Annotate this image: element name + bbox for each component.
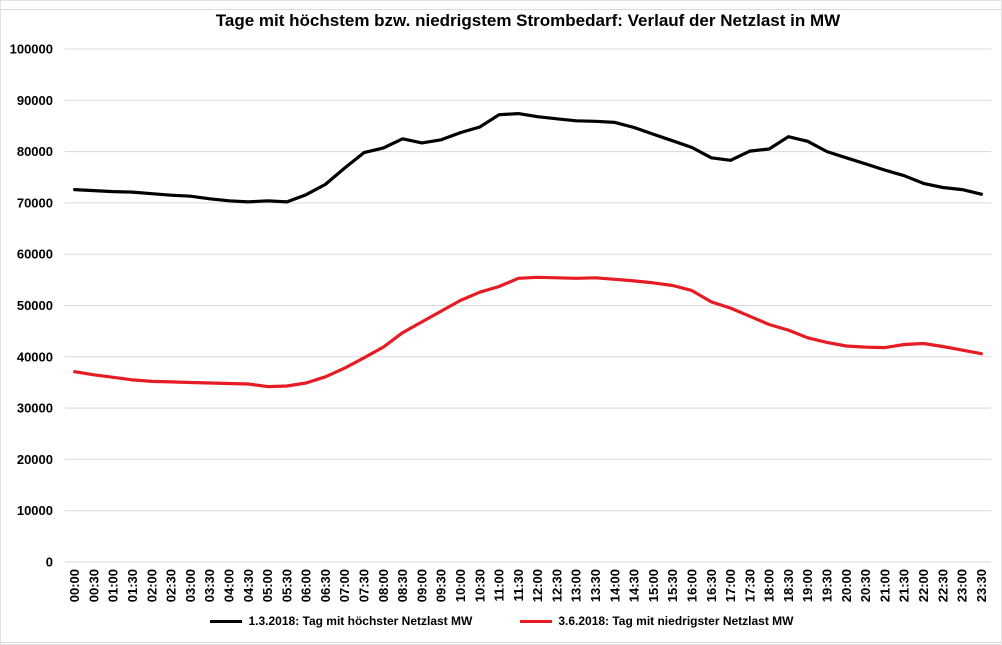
x-axis-tick-label: 12:30 bbox=[549, 569, 564, 602]
x-axis-tick-label: 05:30 bbox=[279, 569, 294, 602]
x-axis-tick-label: 14:00 bbox=[607, 569, 622, 602]
x-axis-tick-label: 07:30 bbox=[357, 569, 372, 602]
y-axis-tick-label: 100000 bbox=[10, 42, 53, 57]
x-axis-tick-label: 16:30 bbox=[704, 569, 719, 602]
x-axis-tick-label: 13:00 bbox=[569, 569, 584, 602]
x-axis-tick-label: 07:00 bbox=[337, 569, 352, 602]
legend-label-max-day: 1.3.2018: Tag mit höchster Netzlast MW bbox=[248, 614, 473, 628]
x-axis-tick-label: 16:00 bbox=[684, 569, 699, 602]
x-axis-tick-label: 03:30 bbox=[202, 569, 217, 602]
x-axis-tick-label: 22:30 bbox=[935, 569, 950, 602]
x-axis-tick-label: 10:30 bbox=[472, 569, 487, 602]
x-axis-tick-label: 06:00 bbox=[299, 569, 314, 602]
x-axis-tick-label: 19:00 bbox=[800, 569, 815, 602]
x-axis-tick-label: 01:30 bbox=[125, 569, 140, 602]
legend-line-black bbox=[210, 619, 243, 623]
x-axis-tick-label: 17:00 bbox=[723, 569, 738, 602]
x-axis-tick-label: 20:30 bbox=[858, 569, 873, 602]
x-axis-tick-label: 08:00 bbox=[376, 569, 391, 602]
chart-title: Tage mit höchstem bzw. niedrigstem Strom… bbox=[215, 11, 841, 30]
x-axis-tick-label: 11:00 bbox=[492, 569, 507, 602]
y-axis-tick-label: 80000 bbox=[17, 144, 53, 159]
x-axis-tick-label: 00:30 bbox=[86, 569, 101, 602]
x-axis-tick-label: 23:00 bbox=[955, 569, 970, 602]
x-axis-tick-label: 11:30 bbox=[511, 569, 526, 602]
x-axis-tick-label: 01:00 bbox=[106, 569, 121, 602]
legend-item-max-day: 1.3.2018: Tag mit höchster Netzlast MW bbox=[210, 614, 472, 628]
x-axis-tick-label: 19:30 bbox=[820, 569, 835, 602]
x-axis-tick-label: 06:30 bbox=[318, 569, 333, 602]
x-axis-tick-label: 22:00 bbox=[916, 569, 931, 602]
x-axis-tick-label: 17:30 bbox=[742, 569, 757, 602]
series-line-max-day bbox=[72, 111, 984, 204]
x-axis-tick-label: 02:30 bbox=[164, 569, 179, 602]
x-axis-tick-label: 10:00 bbox=[453, 569, 468, 602]
x-axis-tick-label: 21:00 bbox=[877, 569, 892, 602]
x-axis-tick-label: 23:30 bbox=[974, 569, 989, 602]
y-axis-tick-label: 60000 bbox=[17, 247, 53, 262]
legend: 1.3.2018: Tag mit höchster Netzlast MW 3… bbox=[1, 614, 1001, 628]
x-axis-tick-label: 18:00 bbox=[762, 569, 777, 602]
x-axis-tick-label: 00:00 bbox=[67, 569, 82, 602]
y-axis-tick-label: 0 bbox=[46, 555, 53, 570]
x-axis-tick-label: 14:30 bbox=[627, 569, 642, 602]
x-axis-tick-label: 20:00 bbox=[839, 569, 854, 602]
y-axis-tick-label: 90000 bbox=[17, 93, 53, 108]
x-axis-tick-label: 15:30 bbox=[665, 569, 680, 602]
y-axis-tick-label: 10000 bbox=[17, 503, 53, 518]
y-axis-tick-label: 30000 bbox=[17, 401, 53, 416]
x-axis-tick-label: 03:00 bbox=[183, 569, 198, 602]
x-axis-tick-label: 09:30 bbox=[434, 569, 449, 602]
chart-bottom-border bbox=[1, 642, 1001, 643]
x-axis-tick-label: 04:00 bbox=[221, 569, 236, 602]
x-axis-tick-label: 02:00 bbox=[144, 569, 159, 602]
y-axis-tick-label: 50000 bbox=[17, 298, 53, 313]
legend-line-red bbox=[520, 619, 553, 623]
x-axis-tick-label: 21:30 bbox=[897, 569, 912, 602]
x-axis-tick-label: 04:30 bbox=[241, 569, 256, 602]
series-line-min-day bbox=[72, 275, 984, 389]
chart-top-border bbox=[1, 9, 1001, 10]
legend-label-min-day: 3.6.2018: Tag mit niedrigster Netzlast M… bbox=[558, 614, 794, 628]
y-axis-tick-label: 20000 bbox=[17, 452, 53, 467]
legend-item-min-day: 3.6.2018: Tag mit niedrigster Netzlast M… bbox=[520, 614, 794, 628]
x-axis-tick-label: 15:00 bbox=[646, 569, 661, 602]
x-axis-tick-label: 12:00 bbox=[530, 569, 545, 602]
x-axis-tick-label: 09:00 bbox=[414, 569, 429, 602]
x-axis-tick-label: 18:30 bbox=[781, 569, 796, 602]
x-axis-tick-label: 08:30 bbox=[395, 569, 410, 602]
x-axis-tick-label: 05:00 bbox=[260, 569, 275, 602]
y-axis-tick-label: 70000 bbox=[17, 195, 53, 210]
y-axis-tick-label: 40000 bbox=[17, 349, 53, 364]
x-axis-tick-label: 13:30 bbox=[588, 569, 603, 602]
